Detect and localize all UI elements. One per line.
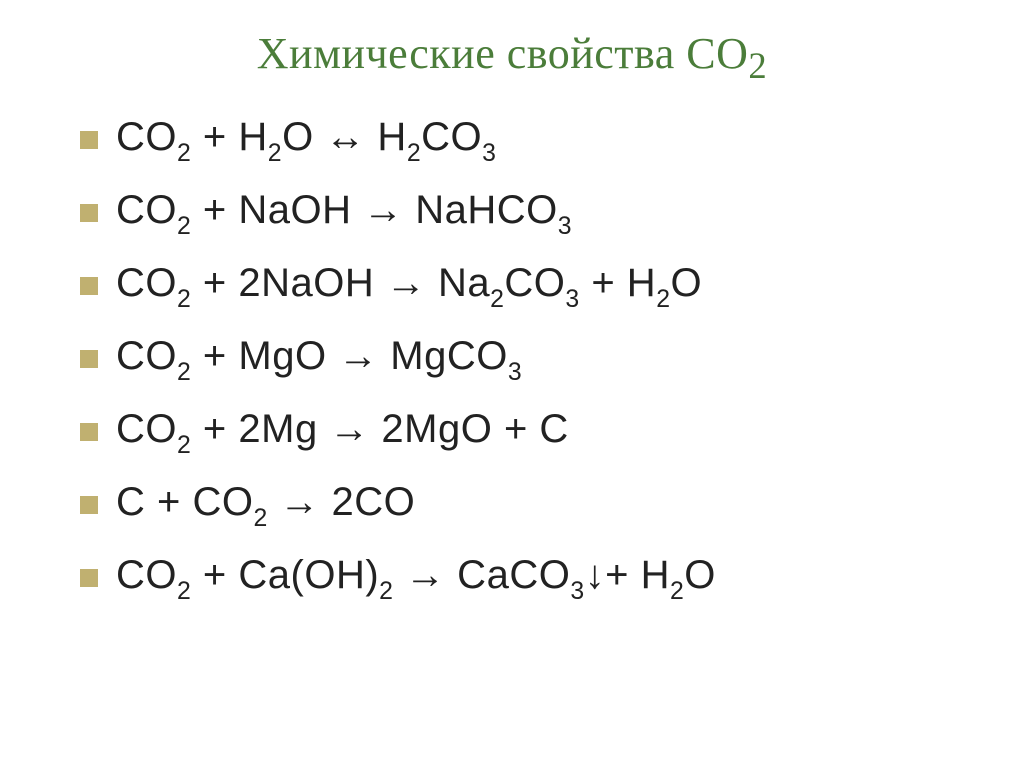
equation-text: CO2 + NaOH → NaHCO3	[116, 188, 572, 239]
equation-row: CO2 + Ca(OH)2 → CaCO3↓+ H2O	[80, 553, 974, 604]
equation-row: CO2 + MgO → MgCO3	[80, 334, 974, 385]
title-text-2: СО2	[686, 29, 767, 78]
equation-row: CO2 + 2NaOH → Na2CO3 + H2O	[80, 261, 974, 312]
title-text-1: Химические свойства	[257, 29, 686, 78]
equation-text: CO2 + 2Mg → 2MgO + C	[116, 407, 569, 458]
equation-row: CO2 + NaOH → NaHCO3	[80, 188, 974, 239]
equation-list: CO2 + H2O ↔ H2CO3 CO2 + NaOH → NaHCO3 CO…	[50, 115, 974, 604]
equation-row: CO2 + 2Mg → 2MgO + C	[80, 407, 974, 458]
bullet-icon	[80, 277, 98, 295]
equation-text: C + CO2 → 2CO	[116, 480, 415, 531]
bullet-icon	[80, 204, 98, 222]
equation-row: C + CO2 → 2CO	[80, 480, 974, 531]
bullet-icon	[80, 350, 98, 368]
bullet-icon	[80, 569, 98, 587]
slide: Химические свойства СО2 CO2 + H2O ↔ H2CO…	[0, 0, 1024, 767]
equation-text: CO2 + MgO → MgCO3	[116, 334, 522, 385]
bullet-icon	[80, 131, 98, 149]
equation-text: CO2 + Ca(OH)2 → CaCO3↓+ H2O	[116, 553, 716, 604]
bullet-icon	[80, 423, 98, 441]
equation-row: CO2 + H2O ↔ H2CO3	[80, 115, 974, 166]
equation-text: CO2 + H2O ↔ H2CO3	[116, 115, 496, 166]
slide-title: Химические свойства СО2	[50, 28, 974, 87]
bullet-icon	[80, 496, 98, 514]
equation-text: CO2 + 2NaOH → Na2CO3 + H2O	[116, 261, 702, 312]
